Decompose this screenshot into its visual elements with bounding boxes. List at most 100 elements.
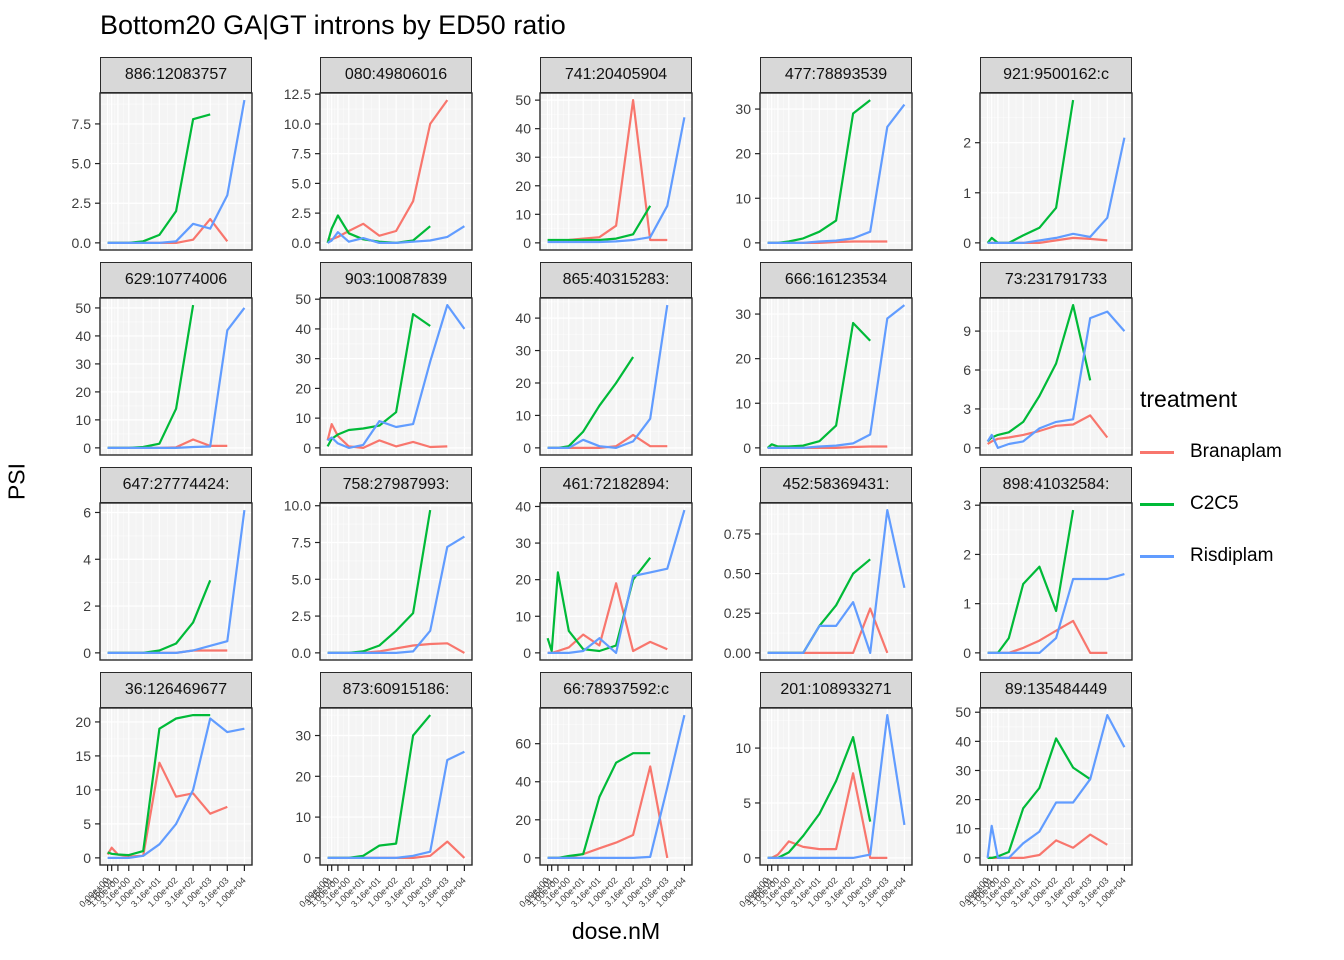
facet-cell: 758:27987993: 0.0 2.5 5.0 7.5 10.0 <box>272 467 473 664</box>
facet-cell: 629:10774006 0 10 20 30 40 50 <box>52 262 253 459</box>
facet-strip-label: 477:78893539 <box>784 66 888 83</box>
y-tick-label: 1 <box>963 185 971 201</box>
y-tick-label: 60 <box>515 736 531 752</box>
x-axis-title: dose.nM <box>571 918 661 944</box>
facet-strip-label: 89:135484449 <box>1004 681 1108 698</box>
facet-cell: 873:60915186: 0 10 20 30 0.00e+00 3.16e-01 1.00… <box>272 672 473 925</box>
facet-chart: 051015200.00e+003.16e-011.00e+003.16e+00… <box>75 707 253 909</box>
y-tick-label: 0 <box>963 235 971 251</box>
series-line-risdiplam <box>767 103 906 244</box>
facet-chart: 0.00 0.25 0.50 0.75 <box>724 502 913 661</box>
y-tick-label: 0 <box>523 440 531 456</box>
y-tick-label: 20 <box>515 375 531 391</box>
facet-strip: 66:78937592:c <box>540 672 692 708</box>
facet-strip: 647:27774424: <box>100 467 252 503</box>
facet-cell: 66:78937592:c 0 20 40 60 0.00e+00 3.16e-01 1.00… <box>492 672 693 925</box>
facet-cell: 898:41032584: 0 1 2 3 <box>932 467 1133 664</box>
facet-cell: 741:20405904 0 10 20 30 40 50 <box>492 57 693 254</box>
facet-strip-label: 873:60915186: <box>342 681 450 698</box>
y-tick-label: 4 <box>83 551 91 567</box>
y-tick-label: 1 <box>963 596 971 612</box>
y-tick-label: 10 <box>735 740 751 756</box>
y-tick-label: 6 <box>963 362 971 378</box>
facet-strip-label: 629:10774006 <box>124 271 228 288</box>
series-line-risdiplam <box>107 99 246 244</box>
facet-strip-label: 647:27774424: <box>122 476 230 493</box>
y-tick-label: 0 <box>743 850 751 866</box>
facet-chart: 0 10 20 30 40 50 <box>515 92 693 251</box>
y-tick-label: 0.00 <box>724 645 751 661</box>
y-tick-label: 20 <box>515 178 531 194</box>
facet-strip-label: 080:49806016 <box>344 66 448 83</box>
y-tick-label: 40 <box>515 498 531 514</box>
facet-cell: 89:135484449 0 10 20 30 40 50 0.00e+00 3.16e-01 1… <box>932 672 1133 925</box>
series-line-c2c5 <box>547 205 652 242</box>
y-tick-label: 20 <box>75 384 91 400</box>
y-tick-label: 30 <box>735 306 751 322</box>
y-tick-label: 10.0 <box>284 498 311 514</box>
series-line-c2c5 <box>986 99 1075 244</box>
y-tick-label: 0.50 <box>724 566 751 582</box>
y-tick-label: 3 <box>963 497 971 513</box>
facet-cell: 886:12083757 0.0 2.5 5.0 7.5 <box>52 57 253 254</box>
facet-strip-label: 66:78937592:c <box>563 681 669 698</box>
series-line-branaplam <box>767 772 888 859</box>
series-line-c2c5 <box>766 321 871 449</box>
series-line-risdiplam <box>107 509 246 654</box>
facet-cell: 666:16123534 0 10 20 30 <box>712 262 913 459</box>
y-tick-label: 10 <box>295 809 311 825</box>
y-tick-label: 7.5 <box>292 146 312 162</box>
facet-chart: 02040600.00e+003.16e-011.00e+003.16e+001… <box>515 707 693 909</box>
facet-cell: 201:108933271 0 5 10 0.00e+00 3.16e-01 1.00e+0… <box>712 672 913 925</box>
facet-strip-label: 741:20405904 <box>564 66 668 83</box>
y-tick-label: 0 <box>743 440 751 456</box>
series-line-risdiplam <box>767 713 906 859</box>
facet-chart: 0 3 6 9 <box>963 297 1133 456</box>
facet-cell: 865:40315283: 0 10 20 30 40 <box>492 262 693 459</box>
facet-strip: 865:40315283: <box>540 262 692 298</box>
y-tick-label: 9 <box>963 323 971 339</box>
facet-strip-label: 36:126469677 <box>124 681 228 698</box>
series-line-risdiplam <box>987 137 1126 244</box>
legend-label: Risdiplam <box>1190 545 1274 566</box>
y-tick-label: 2.5 <box>292 608 312 624</box>
series-line-risdiplam <box>547 509 686 654</box>
y-tick-label: 30 <box>295 728 311 744</box>
facet-strip-label: 666:16123534 <box>784 271 888 288</box>
y-tick-label: 0 <box>743 235 751 251</box>
series-line-c2c5 <box>987 737 1091 859</box>
series-line-risdiplam <box>327 535 465 654</box>
y-tick-label: 2.5 <box>72 195 92 211</box>
facet-cell: 73:231791733 0 3 6 9 <box>932 262 1133 459</box>
y-tick-label: 5 <box>743 795 751 811</box>
facet-chart: 0 10 20 30 40 50 <box>75 297 253 456</box>
series-line-risdiplam <box>327 225 465 244</box>
y-tick-label: 50 <box>955 704 971 720</box>
y-tick-label: 7.5 <box>72 116 92 132</box>
chart-title: Bottom20 GA|GT introns by ED50 ratio <box>100 10 566 40</box>
y-tick-label: 0 <box>83 440 91 456</box>
facet-strip-label: 452:58369431: <box>782 476 890 493</box>
y-tick-label: 30 <box>955 762 971 778</box>
y-tick-label: 0 <box>83 850 91 866</box>
y-tick-label: 5 <box>83 816 91 832</box>
series-line-risdiplam <box>987 573 1125 654</box>
facet-chart: 0 2 4 6 <box>83 502 253 661</box>
facet-strip: 73:231791733 <box>980 262 1132 298</box>
facet-chart: 05100.00e+003.16e-011.00e+003.16e+001.00… <box>735 707 913 909</box>
facet-chart: 0 10 20 30 <box>735 92 913 251</box>
y-tick-label: 5.0 <box>292 175 312 191</box>
series-line-risdiplam <box>547 714 686 859</box>
facet-strip: 461:72182894: <box>540 467 692 503</box>
y-tick-label: 10.0 <box>284 116 311 132</box>
legend-item-c2c5: C2C5 <box>1140 493 1282 515</box>
legend-label: Branaplam <box>1190 441 1282 462</box>
series-line-risdiplam <box>547 304 669 449</box>
facet-cell: 647:27774424: 0 2 4 6 <box>52 467 253 664</box>
y-tick-label: 10 <box>75 412 91 428</box>
y-tick-label: 5.0 <box>72 156 92 172</box>
legend: treatment Branaplam C2C5 Risdiplam <box>1140 386 1282 597</box>
facet-strip: 741:20405904 <box>540 57 692 93</box>
facet-chart: 0.0 2.5 5.0 7.5 <box>72 92 253 251</box>
